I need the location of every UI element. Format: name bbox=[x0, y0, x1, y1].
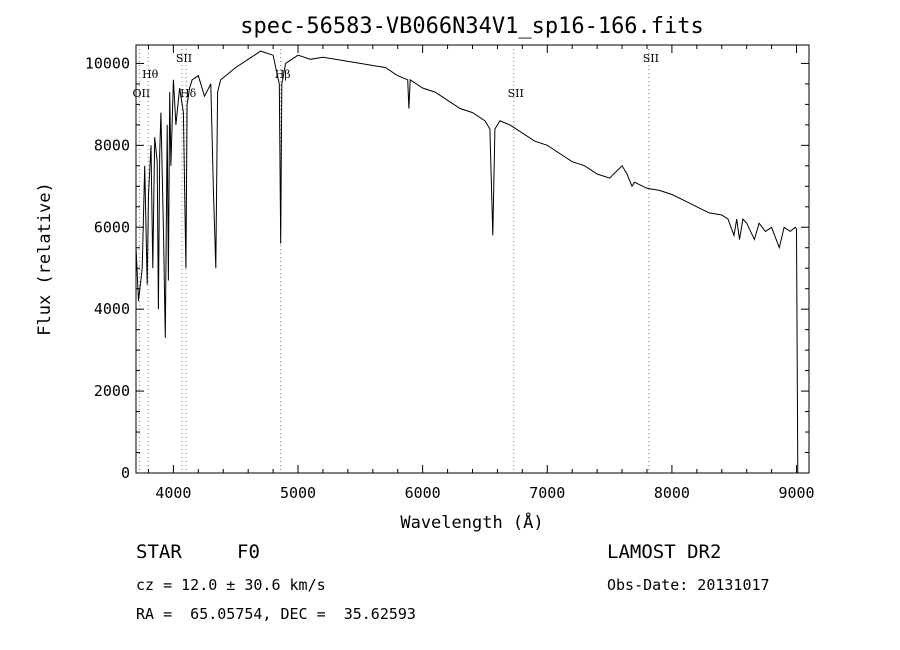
spectral-line-label: Hθ bbox=[142, 68, 159, 81]
x-tick-label: 8000 bbox=[654, 484, 690, 502]
spectral-line-label: OII bbox=[133, 87, 151, 100]
spectral-line-label: SII bbox=[176, 52, 192, 65]
redshift-velocity: cz = 12.0 ± 30.6 km/s bbox=[136, 576, 326, 594]
y-tick-label: 10000 bbox=[85, 54, 130, 72]
y-tick-label: 8000 bbox=[94, 136, 130, 154]
spectrum-series bbox=[135, 50, 799, 474]
axis-ticks: 4000 5000 6000 7000 8000 9000 0 2000 4000 6000 800… bbox=[85, 45, 815, 502]
y-tick-label: 4000 bbox=[94, 300, 130, 318]
survey-name: LAMOST DR2 bbox=[607, 541, 722, 563]
y-tick-label: 0 bbox=[121, 464, 130, 482]
x-tick-label: 7000 bbox=[529, 484, 565, 502]
y-tick-label: 2000 bbox=[94, 382, 130, 400]
x-axis-label: Wavelength (Å) bbox=[400, 511, 543, 533]
observation-date: Obs-Date: 20131017 bbox=[607, 576, 770, 594]
object-type: STAR bbox=[136, 541, 182, 563]
x-tick-label: 6000 bbox=[405, 484, 441, 502]
spectral-line-label: SII bbox=[508, 87, 524, 100]
y-axis-label: Flux (relative) bbox=[35, 182, 55, 336]
spectral-subclass: F0 bbox=[237, 541, 260, 563]
y-tick-label: 6000 bbox=[94, 218, 130, 236]
spectral-line-label: SII bbox=[643, 52, 659, 65]
sky-coordinates: RA = 65.05754, DEC = 35.62593 bbox=[136, 605, 416, 623]
x-tick-label: 4000 bbox=[155, 484, 191, 502]
plot-frame bbox=[135, 44, 810, 474]
chart-title: spec-56583-VB066N34V1_sp16-166.fits bbox=[240, 14, 704, 39]
x-tick-label: 5000 bbox=[280, 484, 316, 502]
spectrum-line bbox=[135, 50, 799, 474]
x-tick-label: 9000 bbox=[778, 484, 814, 502]
spectral-line-label: Hβ bbox=[275, 68, 291, 81]
